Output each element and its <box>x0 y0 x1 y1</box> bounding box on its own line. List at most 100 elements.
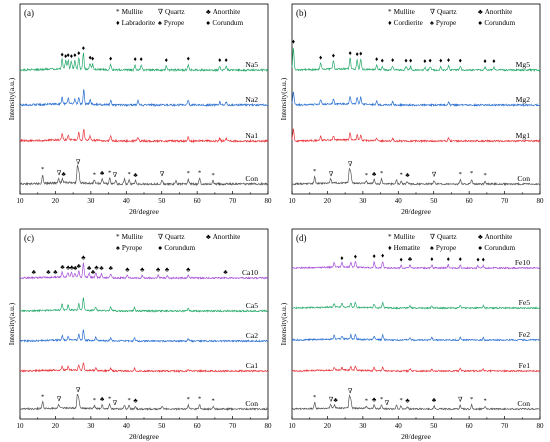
phase-marker: ♦ <box>359 51 363 58</box>
legend-symbol: ♣ <box>478 8 483 16</box>
phase-marker: ♣ <box>99 265 104 272</box>
phase-marker: * <box>313 394 316 401</box>
x-tick-label: 70 <box>229 197 237 205</box>
phase-marker: ♣ <box>60 264 65 271</box>
series-line-ca10 <box>19 262 269 280</box>
legend-label: Mullite <box>394 233 415 241</box>
x-axis-label: 2θ/degree <box>401 432 431 441</box>
phase-marker: ♦ <box>492 58 496 65</box>
legend-symbol: ♠ <box>158 19 162 27</box>
phase-marker: ♣ <box>94 264 99 271</box>
legend-entry-mullite: * Mullite <box>388 233 415 241</box>
series-label: Mg5 <box>516 60 531 69</box>
phase-marker: ♣ <box>372 396 377 403</box>
legend-symbol: ● <box>158 244 162 252</box>
phase-marker: ♣ <box>140 266 145 273</box>
x-tick-label: 80 <box>265 197 273 205</box>
phase-marker: ♦ <box>340 255 344 262</box>
legend-entry-quartz: ∇ Quartz <box>158 8 185 16</box>
phase-marker: ♦ <box>399 257 403 264</box>
x-tick-label: 50 <box>158 197 166 205</box>
series-line-ca1 <box>19 362 269 373</box>
legend-symbol: ● <box>206 19 210 27</box>
phase-marker: ♦ <box>218 57 222 64</box>
legend-symbol: ∇ <box>158 8 163 16</box>
y-axis-label: Intensity(a.u.) <box>7 77 16 120</box>
legend-entry-pyrope: ♠ Pyrope <box>430 19 456 27</box>
phase-marker: ♦ <box>187 55 191 62</box>
phase-marker: ♦ <box>70 53 74 60</box>
phase-marker: ♣ <box>133 397 138 404</box>
phase-marker: ∇ <box>385 400 390 407</box>
phase-marker: * <box>365 172 368 179</box>
phase-marker: * <box>399 172 402 179</box>
legend-entry-pyrope: ♠ Pyrope <box>158 19 184 27</box>
phase-marker: ♣ <box>66 264 71 271</box>
phase-marker: ♣ <box>372 171 377 178</box>
legend-symbol: ♦ <box>388 244 392 252</box>
phase-marker: ♦ <box>429 58 433 65</box>
x-tick-label: 20 <box>324 422 332 430</box>
phase-marker: ∇ <box>160 171 165 178</box>
x-tick-label: 80 <box>537 197 545 205</box>
series-label: Na5 <box>245 60 258 69</box>
phase-marker: * <box>198 395 201 402</box>
phase-marker: ♦ <box>447 256 451 263</box>
phase-marker: ♦ <box>483 58 487 65</box>
phase-marker: ♣ <box>186 266 191 273</box>
series-label: Con <box>517 174 530 183</box>
x-tick-label: 30 <box>87 197 95 205</box>
legend-label: Cordierite <box>394 19 423 27</box>
legend-label: Mullite <box>122 233 143 241</box>
phase-marker: ♣ <box>125 266 130 273</box>
phase-marker: ♣ <box>32 269 37 276</box>
panel-label: (b) <box>296 8 307 18</box>
phase-marker: * <box>41 166 44 173</box>
legend-label: Corundum <box>484 244 515 252</box>
legend-entry-quartz: ∇ Quartz <box>430 8 457 16</box>
phase-marker: ♣ <box>333 397 338 404</box>
x-tick-label: 40 <box>123 197 131 205</box>
series-line-na2 <box>19 88 269 108</box>
legend-symbol: ♣ <box>478 233 483 241</box>
x-tick-label: 20 <box>324 197 332 205</box>
legend-entry-corundum: ● Corundum <box>478 244 516 252</box>
phase-marker: * <box>211 397 214 404</box>
phase-marker: * <box>127 171 130 178</box>
legend-entry-pyrope: ♠ Pyrope <box>430 244 456 252</box>
phase-marker: ♦ <box>73 52 77 59</box>
legend-label: Quartz <box>165 8 185 16</box>
x-tick-label: 80 <box>537 422 545 430</box>
series-line-fe1 <box>291 365 540 373</box>
x-tick-label: 70 <box>501 422 509 430</box>
legend-entry-corundum: ● Corundum <box>478 19 516 27</box>
series-line-con <box>291 167 541 187</box>
phase-marker: * <box>127 397 130 404</box>
phase-marker: ♦ <box>404 58 408 65</box>
x-tick-label: 30 <box>359 197 367 205</box>
series-line-ca2 <box>19 329 269 343</box>
phase-marker: ♦ <box>82 45 86 52</box>
phase-marker: ♦ <box>459 256 463 263</box>
phase-marker: ♦ <box>439 58 443 65</box>
series-label: Con <box>517 399 530 408</box>
phase-marker: ∇ <box>57 396 62 403</box>
legend-entry-hematite: ♦ Hematite <box>388 244 420 252</box>
legend-label: Pyrope <box>436 244 456 252</box>
legend-symbol: ♦ <box>116 19 120 27</box>
phase-marker: * <box>93 397 96 404</box>
x-tick-label: 10 <box>17 422 25 430</box>
phase-marker: * <box>399 397 402 404</box>
series-label: Mg2 <box>516 95 531 104</box>
phase-marker: ♣ <box>73 265 78 272</box>
phase-marker: * <box>313 168 316 175</box>
legend-symbol: ∇ <box>158 233 163 241</box>
phase-marker: ∇ <box>329 171 334 178</box>
phase-marker: ♣ <box>91 269 96 276</box>
panel-label: (d) <box>296 233 307 243</box>
phase-marker: ♦ <box>476 257 480 264</box>
phase-marker: ♣ <box>70 264 75 271</box>
legend-entry-anorthite: ♣ Anorthite <box>206 8 240 16</box>
x-axis-label: 2θ/degree <box>401 207 431 216</box>
series-label: Fe10 <box>515 258 530 267</box>
